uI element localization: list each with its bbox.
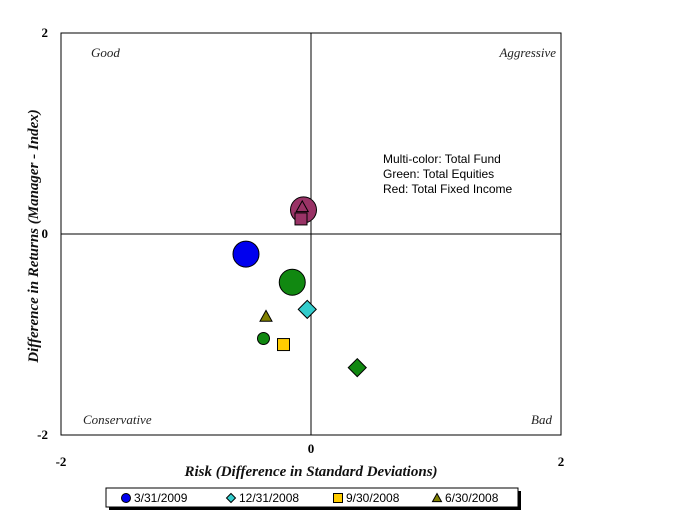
data-point-circle-0-1 xyxy=(278,268,306,296)
data-point-circle-0-0 xyxy=(232,240,260,268)
quadrant-label-conservative: Conservative xyxy=(83,412,152,427)
legend-marker-1 xyxy=(225,492,237,504)
x-axis-title: Risk (Difference in Standard Deviations) xyxy=(183,464,437,480)
legend-label-3: 6/30/2008 xyxy=(445,491,499,505)
legend: 3/31/2009 12/31/2008 9/30/2008 6/30/2008 xyxy=(105,487,521,510)
annotation-total-equities: Green: Total Equities xyxy=(383,167,494,181)
legend-marker-0 xyxy=(121,493,131,503)
legend-label-0: 3/31/2009 xyxy=(134,491,188,505)
annotation-total-fixed-income: Red: Total Fixed Income xyxy=(383,182,513,196)
data-point-circle-4-0 xyxy=(257,332,270,346)
data-point-diamond-1-0 xyxy=(297,299,317,320)
data-point-diamond-1-1 xyxy=(347,357,367,378)
x-tick-label-right: 2 xyxy=(558,454,565,469)
y-axis-title: Difference in Returns (Manager - Index) xyxy=(26,109,42,363)
x-tick-label-left: -2 xyxy=(56,454,67,469)
y-tick-label-top: 2 xyxy=(42,25,49,40)
quadrant-label-good: Good xyxy=(91,45,120,60)
x-tick-label-zero: 0 xyxy=(308,441,315,456)
legend-box xyxy=(105,487,519,508)
annotation-total-fund: Multi-color: Total Fund xyxy=(383,152,501,166)
legend-label-2: 9/30/2008 xyxy=(346,491,400,505)
data-points xyxy=(232,196,367,378)
data-point-triangle-3-0 xyxy=(259,309,273,322)
quadrant-label-aggressive: Aggressive xyxy=(498,45,556,60)
data-point-triangle-3-1 xyxy=(295,199,310,213)
quadrant-label-bad: Bad xyxy=(531,412,552,427)
data-point-square-2-1 xyxy=(294,212,308,226)
legend-marker-2 xyxy=(333,493,343,503)
legend-label-1: 12/31/2008 xyxy=(239,491,299,505)
y-tick-label-zero: 0 xyxy=(42,226,49,241)
data-point-square-2-0 xyxy=(277,338,290,352)
legend-marker-3 xyxy=(431,492,443,503)
y-tick-label-bottom: -2 xyxy=(37,427,48,442)
